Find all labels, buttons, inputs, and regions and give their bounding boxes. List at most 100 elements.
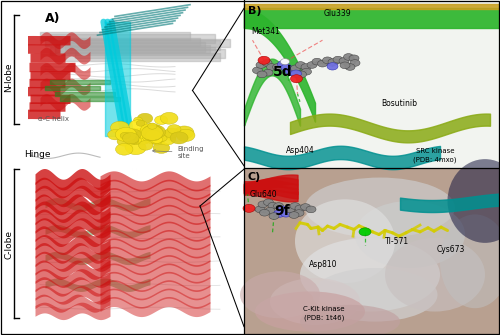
Ellipse shape — [385, 238, 485, 312]
Circle shape — [142, 126, 163, 140]
Circle shape — [263, 69, 273, 76]
Circle shape — [359, 228, 371, 236]
Circle shape — [274, 210, 284, 217]
Circle shape — [260, 209, 270, 216]
Circle shape — [350, 60, 360, 66]
Circle shape — [176, 129, 195, 142]
Circle shape — [158, 133, 176, 145]
Circle shape — [150, 134, 164, 143]
Circle shape — [164, 128, 180, 138]
Circle shape — [339, 58, 349, 64]
Circle shape — [141, 129, 162, 143]
Circle shape — [153, 142, 170, 153]
Circle shape — [255, 206, 265, 213]
Bar — [0, 0, 244, 335]
Text: Bosutinib: Bosutinib — [381, 99, 417, 108]
Circle shape — [344, 54, 353, 60]
Circle shape — [168, 125, 181, 134]
Circle shape — [145, 125, 166, 139]
Circle shape — [148, 123, 157, 129]
Circle shape — [290, 75, 302, 83]
Circle shape — [160, 130, 173, 139]
Circle shape — [289, 212, 299, 218]
Circle shape — [258, 201, 268, 208]
Text: Glu640: Glu640 — [250, 190, 278, 199]
Text: (PDB: 4mxo): (PDB: 4mxo) — [413, 157, 457, 163]
Circle shape — [290, 70, 302, 77]
Circle shape — [124, 129, 141, 140]
Ellipse shape — [300, 305, 400, 335]
Circle shape — [142, 124, 163, 138]
Circle shape — [146, 131, 156, 138]
Text: C): C) — [248, 172, 261, 182]
Circle shape — [125, 144, 133, 150]
Circle shape — [158, 135, 167, 141]
Circle shape — [138, 140, 153, 150]
Text: TI-571: TI-571 — [385, 238, 409, 246]
Circle shape — [128, 137, 139, 144]
Text: (PDB: 1t46): (PDB: 1t46) — [304, 314, 344, 321]
Circle shape — [327, 63, 338, 70]
Circle shape — [265, 207, 275, 214]
Circle shape — [116, 127, 136, 142]
Circle shape — [174, 126, 194, 139]
Circle shape — [333, 56, 343, 63]
Text: Met341: Met341 — [251, 27, 280, 36]
Circle shape — [160, 112, 178, 124]
Ellipse shape — [312, 268, 438, 322]
Circle shape — [256, 62, 266, 68]
Circle shape — [151, 136, 162, 143]
Circle shape — [148, 130, 157, 136]
Circle shape — [166, 134, 176, 141]
Circle shape — [146, 131, 158, 139]
Circle shape — [138, 113, 152, 124]
Circle shape — [128, 131, 148, 144]
Circle shape — [136, 120, 145, 126]
Circle shape — [286, 68, 296, 75]
Text: Hinge: Hinge — [24, 150, 50, 158]
Circle shape — [301, 64, 311, 70]
Circle shape — [307, 62, 317, 68]
Text: Asp404: Asp404 — [286, 146, 314, 155]
Circle shape — [277, 206, 288, 213]
Circle shape — [258, 56, 270, 64]
Circle shape — [278, 61, 288, 68]
Ellipse shape — [270, 278, 360, 325]
Ellipse shape — [295, 199, 395, 283]
Circle shape — [122, 133, 139, 144]
Circle shape — [294, 210, 304, 216]
Circle shape — [148, 134, 158, 140]
Circle shape — [252, 67, 262, 74]
Circle shape — [257, 71, 267, 78]
Circle shape — [328, 59, 338, 65]
Circle shape — [274, 203, 283, 209]
Circle shape — [126, 141, 146, 155]
Circle shape — [145, 131, 159, 141]
Circle shape — [285, 206, 295, 213]
Circle shape — [140, 124, 159, 136]
Circle shape — [154, 116, 168, 125]
Circle shape — [349, 55, 359, 62]
Circle shape — [296, 62, 306, 68]
Circle shape — [340, 62, 350, 69]
Circle shape — [134, 117, 142, 123]
Circle shape — [318, 60, 328, 67]
Bar — [244, 168, 500, 335]
Circle shape — [322, 57, 332, 64]
Circle shape — [144, 132, 156, 140]
Circle shape — [295, 205, 305, 212]
Ellipse shape — [448, 159, 500, 243]
Text: C-Kit kinase: C-Kit kinase — [303, 306, 345, 312]
Circle shape — [243, 204, 255, 212]
Text: 9f: 9f — [274, 204, 290, 218]
Circle shape — [280, 210, 291, 217]
Circle shape — [128, 128, 150, 143]
Text: α-C helix: α-C helix — [38, 116, 68, 122]
Circle shape — [170, 132, 188, 144]
Circle shape — [144, 132, 156, 141]
Circle shape — [296, 71, 306, 78]
Circle shape — [137, 133, 152, 143]
Circle shape — [142, 131, 161, 143]
Circle shape — [300, 204, 310, 210]
Ellipse shape — [240, 271, 320, 318]
